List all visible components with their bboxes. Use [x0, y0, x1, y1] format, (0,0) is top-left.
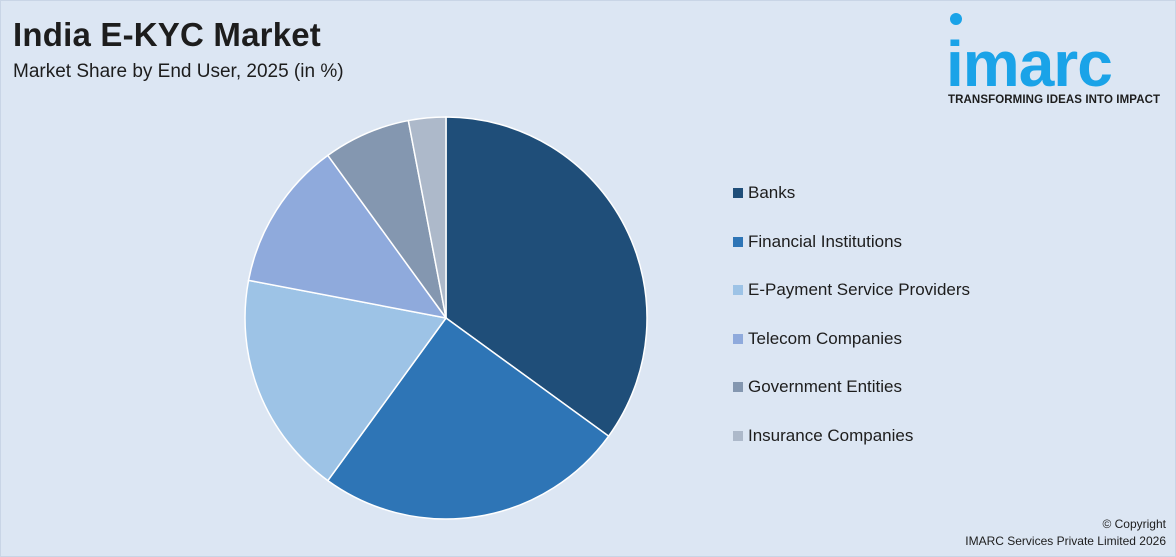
legend-item-e-payment-service-providers: E-Payment Service Providers: [733, 280, 970, 329]
pie-slice-financial-institutions: [326, 316, 610, 520]
logo-dot-icon: [950, 13, 962, 25]
pie-slice-telecom-companies: [247, 154, 448, 320]
imarc-logo: imarc TRANSFORMING IDEAS INTO IMPACT: [940, 10, 1172, 110]
legend-item-government-entities: Government Entities: [733, 377, 970, 426]
legend-label: E-Payment Service Providers: [748, 280, 971, 300]
copyright-notice: © Copyright IMARC Services Private Limit…: [965, 516, 1166, 550]
legend-label: Government Entities: [748, 377, 903, 397]
legend-swatch: [733, 188, 743, 198]
legend-swatch: [733, 382, 743, 393]
legend-label: Banks: [748, 183, 796, 202]
legend-label: Insurance Companies: [748, 425, 914, 445]
legend-item-telecom-companies: Telecom Companies: [733, 329, 970, 378]
copyright-line-2: IMARC Services Private Limited 2026: [965, 534, 1166, 548]
logo-tagline: TRANSFORMING IDEAS INTO IMPACT: [948, 94, 1161, 106]
pie-slice-banks: [445, 116, 648, 438]
logo-wordmark: imarc: [946, 28, 1113, 100]
legend-swatch: [733, 430, 743, 441]
chart-legend: Banks Financial Institutions E-Payment Ser…: [733, 183, 970, 475]
legend-item-financial-institutions: Financial Institutions: [733, 232, 970, 281]
chart-subtitle: Market Share by End User, 2025 (in %): [13, 61, 344, 82]
legend-item-banks: Banks: [733, 183, 970, 232]
legend-swatch: [733, 236, 743, 247]
legend-swatch: [733, 333, 743, 344]
chart-title: India E-KYC Market: [13, 16, 321, 53]
pie-slice-insurance-companies: [407, 116, 447, 319]
copyright-line-1: © Copyright: [1102, 517, 1166, 531]
pie-slice-e-payment-service-providers: [244, 279, 448, 482]
legend-label: Telecom Companies: [748, 328, 903, 348]
pie-chart: [244, 116, 648, 520]
legend-label: Financial Institutions: [748, 231, 903, 251]
legend-item-insurance-companies: Insurance Companies: [733, 426, 970, 475]
legend-swatch: [733, 285, 743, 296]
